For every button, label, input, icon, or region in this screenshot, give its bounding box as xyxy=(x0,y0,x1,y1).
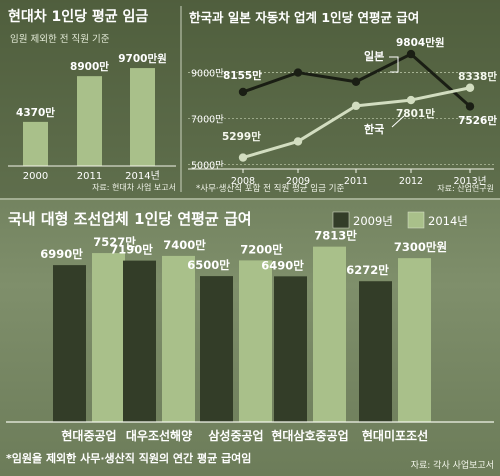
chart3-bar-2014 xyxy=(398,258,431,422)
chart2-series-name-korea: 한국 xyxy=(364,122,384,136)
chart3-legend-swatch xyxy=(332,211,350,229)
chart3-value-label: 7527만 xyxy=(93,235,136,249)
chart3-value-label: 7813만 xyxy=(314,229,357,243)
chart1-value-label: 8900만 xyxy=(70,60,109,73)
chart1-category-label: 2000 xyxy=(23,171,48,182)
chart3-bar-2009 xyxy=(274,276,307,422)
chart3-value-label: 7300만원 xyxy=(394,240,447,254)
chart2-value-label: 7801만 xyxy=(396,107,435,120)
chart3-legend-label: 2014년 xyxy=(428,214,468,228)
chart2-point xyxy=(465,83,475,92)
chart2-point xyxy=(406,95,416,105)
chart1-category-label: 2014년 xyxy=(125,170,160,182)
chart3-value-label: 7190만 xyxy=(110,243,153,257)
chart1-subtitle: 임원 제외한 전 직원 기준 xyxy=(10,33,110,45)
chart2-title: 한국과 일본 자동차 업계 1인당 연평균 급여 xyxy=(189,10,419,25)
chart3-legend-label: 2009년 xyxy=(353,214,393,228)
top-panel-bg xyxy=(0,0,500,198)
chart3-bar-2014 xyxy=(92,253,125,422)
chart2-ytick-label: 7000만 xyxy=(191,114,224,125)
chart2-point xyxy=(238,153,248,162)
chart2-point xyxy=(351,77,361,86)
chart1-category-label: 2011 xyxy=(77,171,102,182)
chart1-bar xyxy=(77,76,102,166)
chart3-value-label: 6500만 xyxy=(187,258,230,272)
chart1-title: 현대차 1인당 평균 임금 xyxy=(8,8,148,25)
chart3-bar-2009 xyxy=(123,260,156,422)
chart2-source: 자료: 산업연구원 xyxy=(437,183,494,193)
chart3-category-label: 현대중공업 xyxy=(61,428,116,443)
chart3-source: 자료: 각사 사업보고서 xyxy=(411,459,494,471)
chart2-xtick-label: 2009 xyxy=(286,176,310,187)
chart2-point xyxy=(293,68,303,77)
chart2-point xyxy=(465,102,475,111)
chart3-bar-2009 xyxy=(359,281,392,422)
chart3-bar-2014 xyxy=(313,246,346,422)
chart3-value-label: 6272만 xyxy=(346,263,389,277)
chart3-title: 국내 대형 조선업체 1인당 연평균 급여 xyxy=(8,210,252,228)
chart1-bar xyxy=(23,121,48,166)
chart1-source: 자료: 현대차 사업 보고서 xyxy=(92,183,176,192)
chart3-category-label: 현대미포조선 xyxy=(362,428,428,443)
chart3-bar-2014 xyxy=(239,260,272,422)
chart3-note: *임원을 제외한 사무·생산직 직원의 연간 평균 급여임 xyxy=(6,451,251,465)
chart2-xtick-label: 2008 xyxy=(231,176,255,187)
chart3-value-label: 6490만 xyxy=(261,258,304,272)
chart2-value-label: 7526만 xyxy=(458,114,497,127)
chart2-note: *사무·생산직 포함 전 직원 평균 임금 기준 xyxy=(196,183,344,194)
chart1-value-label: 9700만원 xyxy=(118,52,167,65)
chart2-callout-japan xyxy=(389,56,399,73)
chart2-xtick-label: 2012 xyxy=(399,176,423,187)
chart2-xtick-label: 2013년 xyxy=(454,176,487,187)
chart2-ytick-label: 5000만 xyxy=(191,160,224,171)
chart2-point xyxy=(351,101,361,111)
chart2-value-label: 9804만원 xyxy=(396,36,445,49)
chart2-series-name-japan: 일본 xyxy=(364,49,384,63)
chart2-point xyxy=(293,137,303,146)
chart2-value-label: 8338만 xyxy=(458,70,497,83)
chart1-bar xyxy=(130,68,155,166)
chart2-callout-korea xyxy=(391,115,405,128)
chart2-value-label: 8155만 xyxy=(223,69,262,82)
chart3-category-label: 삼성중공업 xyxy=(208,428,263,443)
chart3-bar-2009 xyxy=(200,276,233,422)
chart2-point xyxy=(238,87,248,97)
chart2-ytick-label: 9000만 xyxy=(191,69,224,80)
chart3-value-label: 7200만 xyxy=(240,242,283,256)
chart3-value-label: 7400만 xyxy=(163,238,206,252)
chart3-value-label: 6990만 xyxy=(40,247,83,261)
chart1-value-label: 4370만 xyxy=(16,106,55,119)
chart3-bar-2014 xyxy=(162,255,195,422)
chart2-point xyxy=(406,49,416,59)
chart2-xtick-label: 2011 xyxy=(344,176,368,187)
chart3-legend-swatch xyxy=(407,211,425,229)
chart3-category-label: 대우조선해양 xyxy=(126,428,192,443)
chart3-category-label: 현대삼호중공업 xyxy=(271,428,348,443)
chart3-bar-2009 xyxy=(53,265,86,422)
chart2-value-label: 5299만 xyxy=(222,130,261,143)
